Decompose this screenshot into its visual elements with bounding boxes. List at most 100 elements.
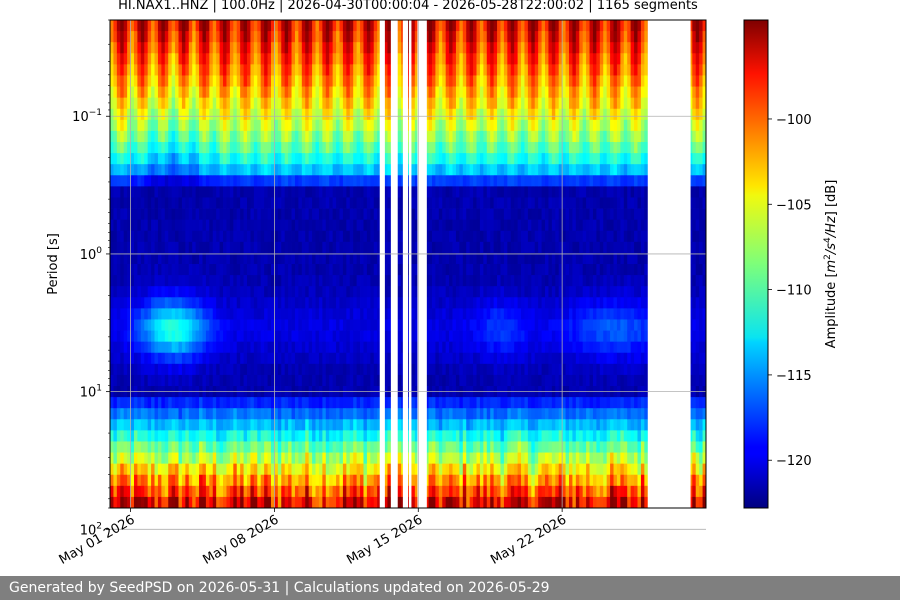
heat-cell <box>188 219 193 232</box>
heat-cell <box>175 86 179 99</box>
heat-cell <box>130 275 135 287</box>
heat-cell <box>264 197 268 209</box>
heat-cell <box>373 352 378 365</box>
heat-cell <box>178 20 183 32</box>
heat-cell <box>305 408 310 420</box>
heat-cell <box>466 208 471 221</box>
heat-cell <box>157 219 162 232</box>
heat-cell <box>171 463 176 476</box>
heat-cell <box>308 219 313 232</box>
heat-cell <box>349 308 354 320</box>
heat-cell <box>181 485 186 498</box>
heat-cell <box>322 64 327 76</box>
heat-cell <box>264 419 268 431</box>
heat-cell <box>120 352 125 365</box>
heat-cell <box>291 297 296 309</box>
heat-cell <box>188 441 193 453</box>
heat-cell <box>219 297 224 309</box>
heat-cell <box>205 463 210 476</box>
heat-cell <box>264 319 268 331</box>
heat-cell <box>288 64 292 76</box>
heat-cell <box>250 297 255 309</box>
heat-cell <box>442 452 447 465</box>
heat-cell <box>185 20 190 32</box>
heat-cell <box>363 374 368 387</box>
heat-cell <box>161 485 166 498</box>
heat-cell <box>452 164 457 176</box>
heat-cell <box>281 230 286 243</box>
heat-cell <box>315 108 320 121</box>
heat-cell <box>322 20 327 32</box>
heat-cell <box>428 264 433 276</box>
heat-cell <box>219 419 224 431</box>
heat-cell <box>339 119 344 132</box>
heat-cell <box>274 430 279 442</box>
heat-cell <box>349 86 354 99</box>
heat-cell <box>127 186 131 198</box>
heat-cell <box>168 408 173 420</box>
heat-cell <box>342 208 347 221</box>
heat-cell <box>349 352 354 365</box>
heat-cell <box>466 142 471 154</box>
heat-cell <box>247 441 251 453</box>
heat-cell <box>229 53 234 65</box>
heat-cell <box>455 463 460 476</box>
heat-cell <box>164 197 169 209</box>
heat-cell <box>349 53 354 65</box>
heat-cell <box>384 42 388 54</box>
heat-cell <box>455 308 460 320</box>
heat-cell <box>233 330 238 343</box>
heat-cell <box>116 142 121 154</box>
heat-cell <box>442 474 447 487</box>
heat-cell <box>462 397 467 409</box>
heat-cell <box>360 452 364 465</box>
heat-cell <box>257 142 262 154</box>
heat-cell <box>127 31 131 43</box>
heat-cell <box>216 286 221 298</box>
heat-cell <box>113 286 118 298</box>
heat-cell <box>161 264 166 276</box>
heat-cell <box>377 441 381 453</box>
heat-cell <box>497 164 501 176</box>
heat-cell <box>110 297 114 309</box>
heat-cell <box>185 485 190 498</box>
heat-cell <box>243 64 248 76</box>
heat-cell <box>315 64 320 76</box>
heat-cell <box>120 186 125 198</box>
heat-cell <box>192 341 197 354</box>
heat-cell <box>133 86 138 99</box>
heat-cell <box>133 463 138 476</box>
heat-cell <box>301 164 306 176</box>
heat-cell <box>236 397 241 409</box>
heat-cell <box>373 264 378 276</box>
heat-cell <box>411 463 416 476</box>
heat-cell <box>171 75 176 87</box>
heat-cell <box>312 75 316 87</box>
heat-cell <box>175 330 179 343</box>
heat-cell <box>253 86 258 99</box>
heat-cell <box>178 142 183 154</box>
heat-cell <box>449 175 453 187</box>
heat-cell <box>188 119 193 132</box>
heat-cell <box>346 241 351 254</box>
heat-cell <box>438 20 443 32</box>
heat-cell <box>253 374 258 387</box>
heat-cell <box>312 297 316 309</box>
heat-cell <box>260 64 265 76</box>
heat-cell <box>455 153 460 165</box>
heat-cell <box>157 319 162 331</box>
heat-cell <box>469 297 474 309</box>
heat-cell <box>318 31 323 43</box>
heat-cell <box>216 42 221 54</box>
heat-cell <box>445 75 450 87</box>
heat-cell <box>291 308 296 320</box>
heat-cell <box>168 130 173 143</box>
heat-cell <box>479 142 484 154</box>
heat-cell <box>291 42 296 54</box>
heat-cell <box>425 474 429 487</box>
heat-cell <box>113 463 118 476</box>
heat-cell <box>298 197 303 209</box>
heat-cell <box>137 64 142 76</box>
heat-cell <box>130 42 135 54</box>
heat-cell <box>205 363 210 376</box>
